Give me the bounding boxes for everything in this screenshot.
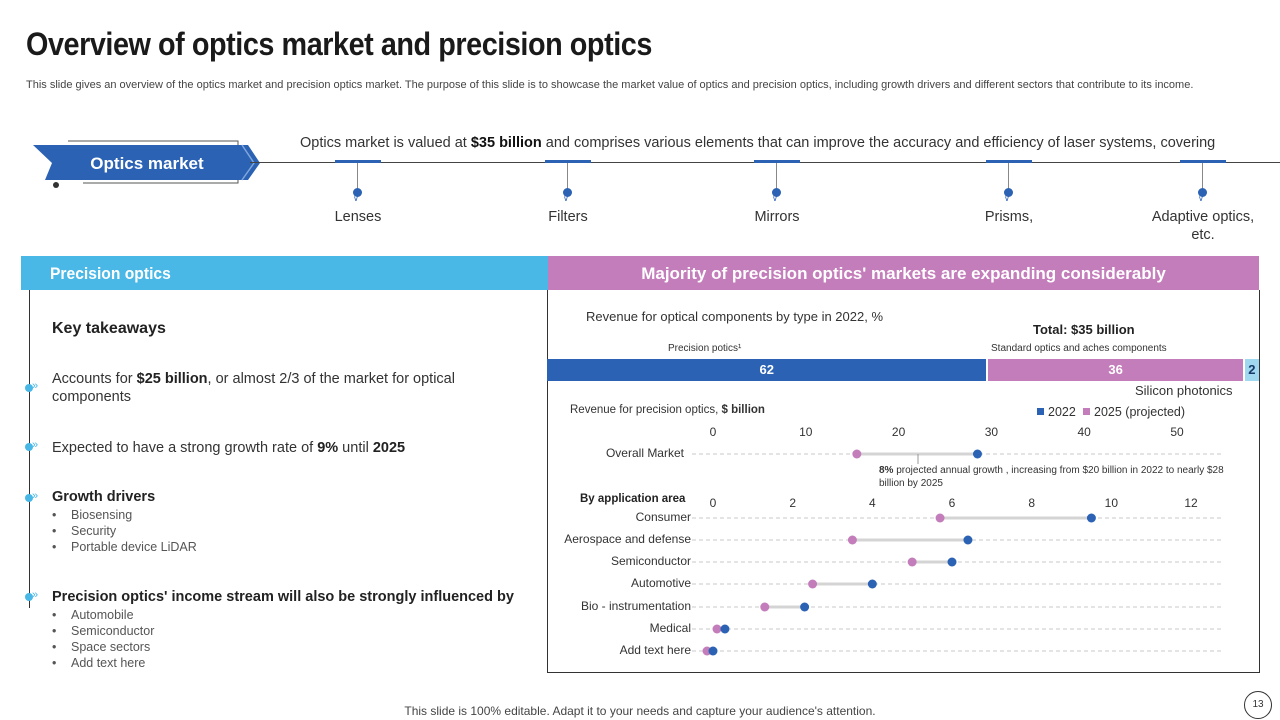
key-takeaways-title: Key takeaways [52, 320, 166, 337]
list-item: • Add text here [52, 656, 146, 670]
takeaway-marker-icon: » [23, 589, 43, 604]
list-item: • Portable device LiDAR [52, 540, 197, 554]
application-category-label: Bio - instrumentation [580, 599, 691, 613]
optics-market-intro: Optics market is valued at $35 billion a… [300, 135, 1216, 151]
growth-annotation: 8% projected annual growth , increasing … [879, 465, 1224, 489]
application-tick-label: 8 [1028, 496, 1035, 510]
application-tick-label: 0 [709, 496, 717, 510]
segment-label-precision: Precision potics¹ [668, 343, 742, 354]
application-category-label: Semiconductor [610, 554, 691, 568]
legend-2022: 2022 [1037, 405, 1076, 419]
chevron-down-icon: ∨ [563, 194, 569, 203]
legend-swatch-2025 [1083, 408, 1090, 415]
list-item: • Automobile [52, 608, 134, 622]
legend-2025: 2025 (projected) [1083, 405, 1185, 419]
segment-label-silicon: Silicon photonics [1135, 383, 1233, 398]
marker-dot-icon [1198, 188, 1207, 197]
markets-panel-header-label: Majority of precision optics' markets ar… [641, 264, 1166, 283]
precision-revenue-title: Revenue for precision optics, $ billion [570, 404, 765, 416]
optics-market-banner [33, 140, 260, 188]
page-number: 13 [1244, 691, 1272, 719]
list-item: • Semiconductor [52, 624, 155, 638]
overall-tick-label: 0 [709, 425, 717, 439]
legend-swatch-2022 [1037, 408, 1044, 415]
segment-precision: 62 [547, 359, 987, 381]
total-label: Total: $35 billion [1033, 322, 1135, 337]
overall-tick-label: 40 [1077, 425, 1091, 439]
income-stream-title: Precision optics' income stream will als… [52, 589, 514, 605]
segment-silicon: 2 [1244, 359, 1259, 381]
takeaway-marker-icon: » [23, 439, 43, 454]
markets-panel-frame [547, 290, 1260, 673]
takeaway-growth-rate: Expected to have a strong growth rate of… [52, 440, 406, 456]
chevron-down-icon: ∨ [1198, 194, 1204, 203]
precision-optics-header [21, 256, 548, 290]
application-category-label: Add text here [619, 643, 691, 657]
overall-tick-label: 50 [1170, 425, 1184, 439]
takeaway-marker-icon: » [23, 380, 43, 395]
chevron-down-icon: ∨ [772, 194, 778, 203]
page-subtitle: This slide gives an overview of the opti… [26, 79, 1194, 91]
application-category-label: Medical [649, 621, 691, 635]
list-item: • Security [52, 524, 117, 538]
application-category-label: Automotive [630, 576, 691, 590]
marker-dot-icon [563, 188, 572, 197]
application-tick-label: 4 [868, 496, 876, 510]
application-category-label: Aerospace and defense [564, 532, 691, 546]
application-tick-label: 12 [1184, 496, 1198, 510]
application-tick-label: 6 [948, 496, 956, 510]
marker-dot-icon [353, 188, 362, 197]
takeaway-marker-icon: » [23, 490, 43, 505]
list-item: • Biosensing [52, 508, 133, 522]
growth-drivers-title: Growth drivers [52, 489, 156, 505]
page-title: Overview of optics market and precision … [26, 26, 652, 62]
markets-panel-header [548, 256, 1259, 290]
overall-tick-label: 20 [891, 425, 906, 439]
revenue-by-type-title: Revenue for optical components by type i… [586, 309, 884, 324]
footer-note: This slide is 100% editable. Adapt it to… [404, 704, 876, 718]
segment-standard: 36 [988, 359, 1243, 381]
segment-label-standard: Standard optics and aches components [991, 343, 1167, 354]
marker-dot-icon [1004, 188, 1013, 197]
overall-tick-label: 10 [799, 425, 813, 439]
takeaway-market-share: Accounts for $25 billion, or almost 2/3 … [52, 371, 455, 405]
application-tick-label: 10 [1104, 496, 1118, 510]
application-category-label: Consumer [635, 510, 691, 524]
chevron-down-icon: ∨ [353, 194, 359, 203]
application-tick-label: 2 [789, 496, 796, 510]
marker-dot-icon [772, 188, 781, 197]
optics-market-label: Optics market [90, 154, 204, 173]
list-item: • Space sectors [52, 640, 151, 654]
application-area-title: By application area [580, 493, 686, 505]
overall-tick-label: 30 [984, 425, 999, 439]
precision-optics-header-label: Precision optics [50, 264, 171, 283]
chevron-down-icon: ∨ [1004, 194, 1010, 203]
overall-category-label: Overall Market [605, 446, 684, 460]
